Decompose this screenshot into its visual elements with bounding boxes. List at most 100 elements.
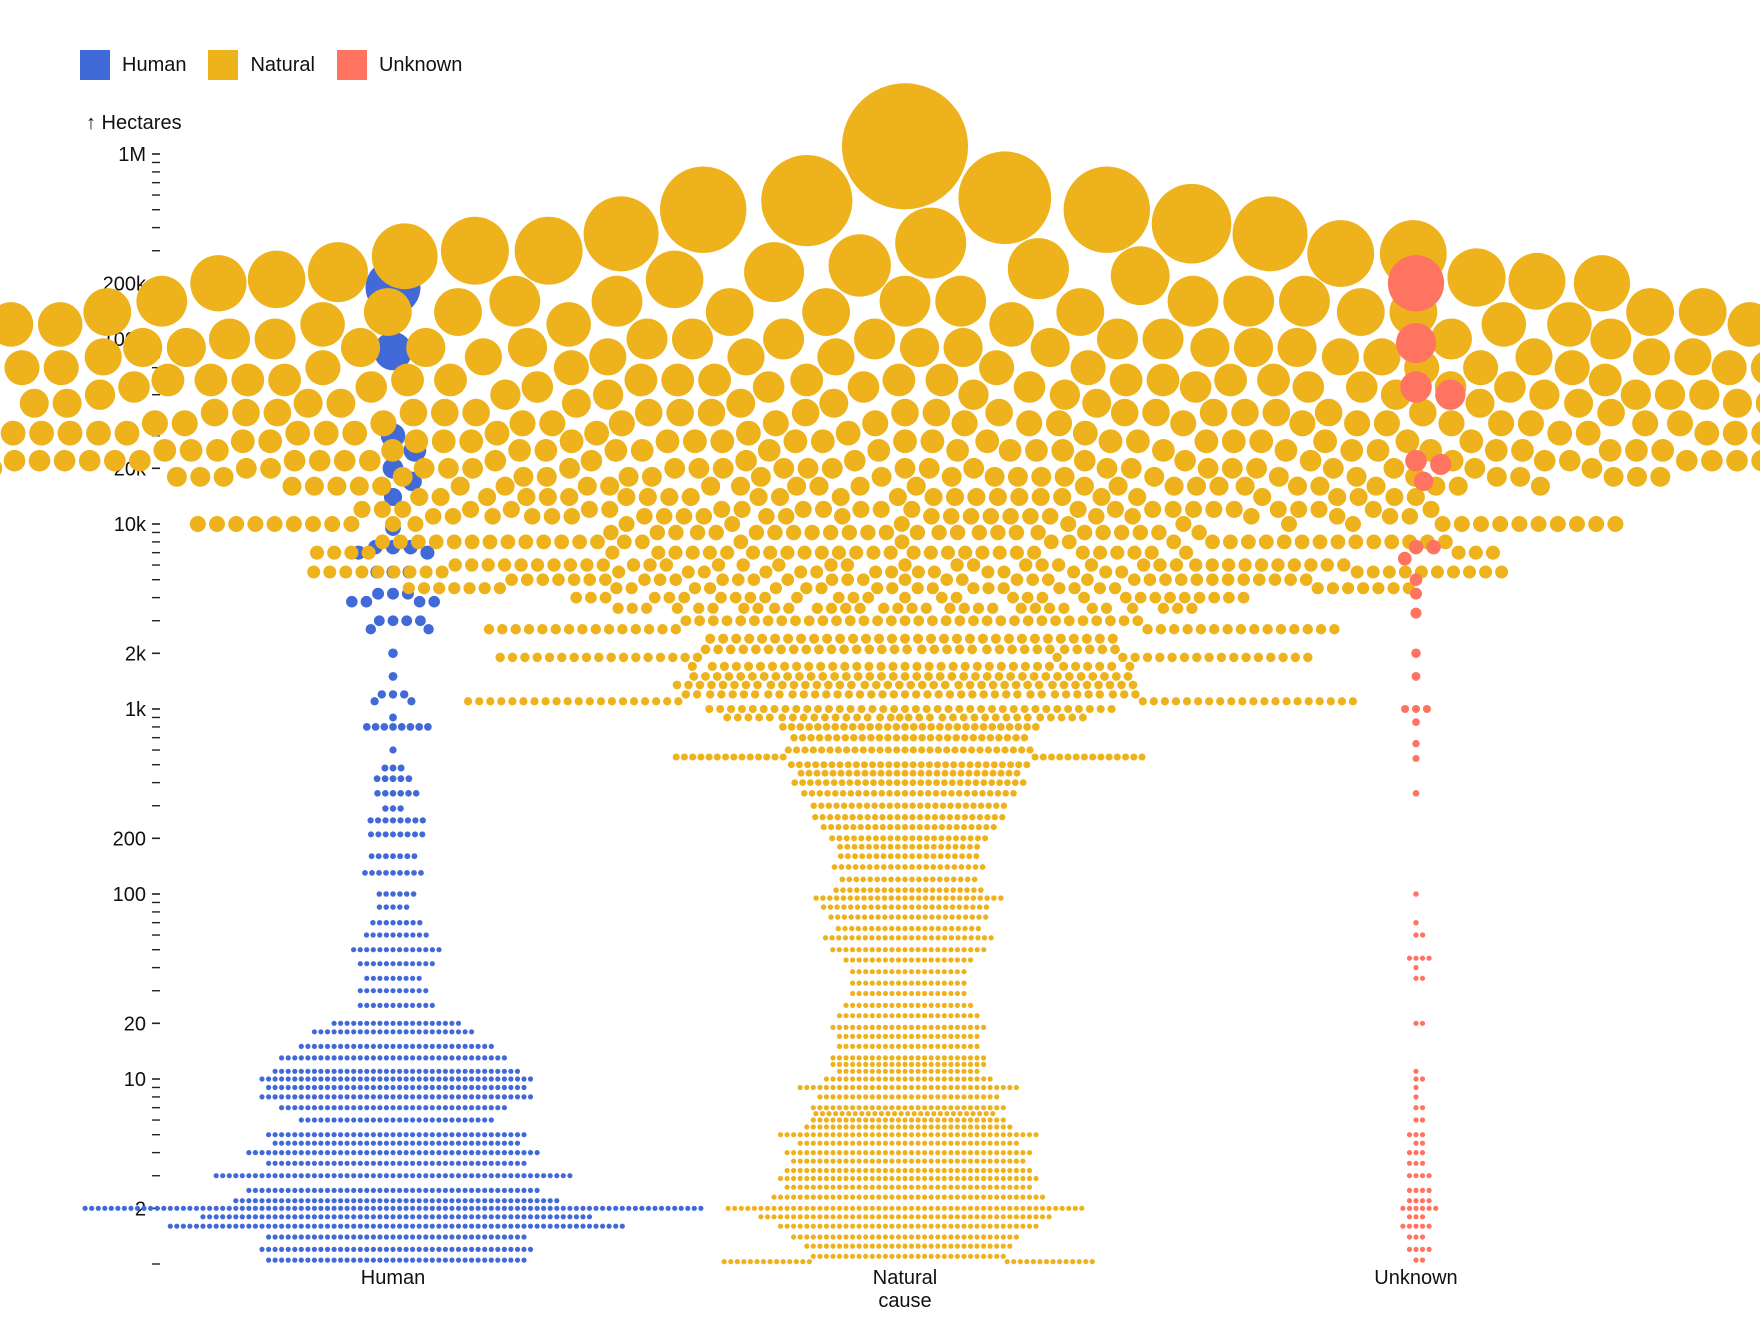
fire-dot bbox=[872, 615, 883, 627]
fire-dot bbox=[850, 1094, 856, 1100]
fire-dot bbox=[370, 932, 376, 938]
fire-dot bbox=[298, 1234, 304, 1240]
fire-dot bbox=[961, 1234, 967, 1240]
fire-dot bbox=[830, 671, 840, 681]
fire-dot bbox=[410, 1020, 416, 1026]
fire-dot bbox=[1007, 1150, 1013, 1156]
fire-dot bbox=[1190, 573, 1204, 586]
fire-dot bbox=[954, 1068, 961, 1074]
fire-dot bbox=[912, 633, 924, 644]
fire-dot bbox=[924, 1111, 930, 1117]
fire-dot bbox=[601, 500, 619, 518]
fire-dot bbox=[1184, 500, 1203, 518]
fire-dot bbox=[436, 1223, 442, 1229]
fire-dot bbox=[830, 1223, 836, 1229]
fire-dot bbox=[915, 1184, 921, 1190]
fire-dot bbox=[1419, 1214, 1426, 1220]
fire-dot bbox=[423, 1002, 429, 1009]
fire-dot bbox=[967, 1084, 974, 1091]
fire-dot bbox=[738, 644, 749, 655]
fire-dot bbox=[850, 1140, 856, 1146]
fire-dot bbox=[501, 1234, 507, 1240]
fire-dot bbox=[894, 680, 904, 690]
fire-dot bbox=[442, 1105, 448, 1111]
fire-dot bbox=[994, 1105, 1000, 1111]
fire-dot bbox=[777, 1175, 784, 1182]
fire-dot bbox=[908, 1194, 915, 1200]
fire-dot bbox=[338, 1132, 344, 1138]
fire-dot bbox=[1014, 723, 1023, 731]
fire-dot bbox=[915, 925, 921, 932]
fire-dot bbox=[915, 1167, 921, 1174]
fire-dot bbox=[771, 671, 781, 681]
fire-dot bbox=[618, 697, 628, 706]
fire-dot bbox=[962, 723, 970, 731]
fire-dot bbox=[344, 1160, 350, 1166]
fire-dot bbox=[520, 652, 530, 663]
fire-dot bbox=[995, 615, 1007, 627]
fire-dot bbox=[324, 1205, 331, 1211]
fire-dot bbox=[805, 769, 813, 777]
fire-dot bbox=[233, 1214, 239, 1220]
fire-dot bbox=[950, 558, 964, 572]
fire-dot bbox=[469, 1205, 475, 1211]
fire-dot bbox=[563, 508, 581, 525]
fire-dot bbox=[1366, 565, 1380, 579]
fire-dot bbox=[429, 1094, 435, 1100]
fire-dot bbox=[804, 1194, 810, 1200]
fire-dot bbox=[1484, 439, 1508, 462]
fire-dot bbox=[902, 1167, 908, 1174]
fire-dot bbox=[497, 623, 508, 635]
fire-dot bbox=[945, 843, 952, 850]
fire-dot bbox=[455, 1140, 462, 1146]
fire-dot bbox=[843, 1175, 849, 1182]
fire-dot bbox=[1411, 648, 1421, 659]
fire-dot bbox=[961, 1033, 967, 1039]
fire-dot bbox=[950, 895, 956, 901]
fire-dot bbox=[1530, 476, 1550, 496]
fire-dot bbox=[1419, 1187, 1426, 1193]
fire-dot bbox=[830, 1132, 836, 1138]
fire-dot bbox=[364, 1084, 370, 1091]
fire-dot bbox=[1485, 545, 1501, 560]
fire-dot bbox=[889, 1184, 895, 1190]
fire-dot bbox=[563, 558, 578, 572]
fire-dot bbox=[888, 671, 898, 681]
y-tick-label: 2 bbox=[135, 1198, 146, 1220]
fire-dot bbox=[331, 1068, 337, 1074]
fire-dot bbox=[405, 775, 413, 783]
fire-dot bbox=[1009, 704, 1018, 714]
fire-dot bbox=[836, 1158, 843, 1164]
legend: Human Natural Unknown bbox=[80, 50, 462, 80]
fire-dot bbox=[362, 870, 368, 876]
fire-dot bbox=[361, 545, 376, 560]
fire-dot bbox=[625, 582, 638, 595]
fire-dot bbox=[823, 1084, 830, 1091]
fire-dot bbox=[640, 697, 650, 706]
fire-dot bbox=[359, 449, 381, 472]
fire-dot bbox=[655, 652, 666, 663]
fire-dot bbox=[843, 1167, 849, 1174]
fire-dot bbox=[554, 1214, 560, 1220]
fire-dot bbox=[508, 1187, 514, 1193]
fire-dot bbox=[817, 1214, 823, 1220]
fire-dot bbox=[1023, 680, 1032, 690]
fire-dot bbox=[331, 1105, 337, 1111]
fire-dot bbox=[475, 1132, 481, 1138]
fire-dot bbox=[967, 1194, 974, 1200]
fire-dot bbox=[1045, 644, 1055, 655]
fire-dot bbox=[916, 843, 923, 850]
fire-dot bbox=[830, 1158, 836, 1164]
fire-dot bbox=[1303, 652, 1313, 663]
fire-dot bbox=[1453, 516, 1470, 532]
fire-dot bbox=[482, 1117, 488, 1123]
fire-dot bbox=[889, 957, 895, 963]
fire-dot bbox=[850, 1024, 856, 1030]
fire-dot bbox=[1435, 379, 1466, 410]
fire-dot bbox=[838, 779, 846, 786]
fire-dot bbox=[820, 904, 827, 910]
fire-dot bbox=[376, 891, 383, 897]
fire-dot bbox=[1146, 363, 1180, 397]
fire-dot bbox=[403, 1160, 409, 1166]
fire-dot bbox=[397, 1076, 403, 1082]
